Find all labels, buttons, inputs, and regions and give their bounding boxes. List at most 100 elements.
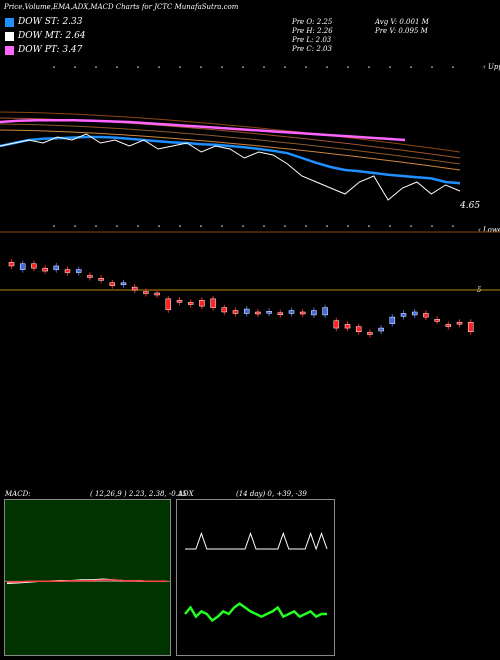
legend-dow-st: DOW ST: 2.33 <box>5 17 83 27</box>
stat-avg-volume: Avg V: 0.001 M <box>375 18 429 26</box>
candle-body <box>143 291 149 294</box>
candle-body <box>199 300 205 307</box>
legend-swatch-mt <box>5 31 14 41</box>
trend-band-3 <box>0 123 461 165</box>
marker-bottom: ˄ <box>52 225 56 233</box>
marker-top: ˄ <box>115 66 119 74</box>
candle-body <box>98 278 104 281</box>
stat-prev-volume: Pre V: 0.095 M <box>375 27 428 35</box>
candle-body <box>277 312 284 315</box>
marker-top: ˄ <box>178 66 182 74</box>
candle-body <box>53 265 60 270</box>
macd-panel <box>4 499 171 656</box>
legend-swatch-pt <box>5 45 14 55</box>
macd-chart <box>5 578 170 585</box>
candle-body <box>42 267 48 272</box>
marker-bottom: ˄ <box>283 225 287 233</box>
candle-body <box>221 307 228 313</box>
candle-body <box>434 319 440 322</box>
legend-label-pt: DOW PT: 3.47 <box>18 45 83 55</box>
marker-bottom: ˄ <box>178 225 182 233</box>
adx-line <box>185 531 328 551</box>
marker-top: ˄ <box>451 66 455 74</box>
candle-body <box>311 310 317 316</box>
lower-band-tag: ‹ Lower <box>478 226 500 234</box>
marker-top: ˄ <box>409 66 413 74</box>
marker-top: ˄ <box>430 66 434 74</box>
adx-params: (14 day) 0, +39, -39 <box>236 490 307 498</box>
marker-top: ˄ <box>136 66 140 74</box>
candle-body <box>109 282 116 286</box>
series-line-dow-pt <box>0 118 406 142</box>
adx-chart <box>184 531 328 623</box>
candle-body <box>75 269 82 273</box>
marker-bottom: ˄ <box>220 225 224 233</box>
candle-body <box>266 311 272 314</box>
candle-body <box>344 324 351 329</box>
marker-top: ˄ <box>52 66 56 74</box>
marker-top: ˄ <box>388 66 392 74</box>
candle-body <box>210 298 216 308</box>
trend-band-4 <box>0 129 461 171</box>
marker-bottom: ˄ <box>73 225 77 233</box>
candle-body <box>299 311 306 315</box>
candle-body <box>187 302 194 305</box>
marker-top: ˄ <box>304 66 308 74</box>
marker-bottom: ˄ <box>388 225 392 233</box>
marker-top: ˄ <box>325 66 329 74</box>
macd-params: ( 12,26,9 ) 2.23, 2.38, -0.15 <box>90 490 187 498</box>
upper-band-tag: ‹ Upper <box>483 63 500 71</box>
marker-top: ˄ <box>262 66 266 74</box>
stat-prev-low: Pre L: 2.03 <box>292 36 332 44</box>
macd-signal-line <box>7 579 167 583</box>
marker-top: ˄ <box>73 66 77 74</box>
marker-bottom: ˄ <box>241 225 245 233</box>
legend-dow-pt: DOW PT: 3.47 <box>5 45 82 55</box>
adx-label: ADX <box>178 490 194 498</box>
adx-plus-di-line <box>184 602 327 623</box>
candle-body <box>176 300 183 303</box>
adx-panel <box>176 499 335 656</box>
series-line-dow-st <box>0 135 461 185</box>
legend-dow-mt: DOW MT: 2.64 <box>5 31 86 41</box>
candle-body <box>445 324 452 327</box>
candle-body <box>8 262 15 267</box>
stat-prev-close: Pre C: 2.03 <box>292 45 332 53</box>
marker-bottom: ˄ <box>451 225 455 233</box>
legend-label-st: DOW ST: 2.33 <box>18 17 83 27</box>
marker-bottom: ˄ <box>115 225 119 233</box>
stat-prev-high: Pre H: 2.26 <box>292 27 333 35</box>
marker-top: ˄ <box>220 66 224 74</box>
marker-bottom: ˄ <box>430 225 434 233</box>
candle-body <box>120 282 127 286</box>
marker-top: ˄ <box>283 66 287 74</box>
marker-bottom: ˄ <box>94 225 98 233</box>
candle-body <box>64 269 71 273</box>
chart-title: Price,Volume,EMA,ADX,MACD Charts for JCT… <box>4 3 239 11</box>
marker-top: ˄ <box>241 66 245 74</box>
marker-bottom: ˄ <box>367 225 371 233</box>
candle-body <box>19 263 26 270</box>
legend-swatch-st <box>5 17 14 27</box>
candle-body <box>389 316 396 324</box>
candle-body <box>31 263 37 269</box>
marker-bottom: ˄ <box>409 225 413 233</box>
candle-body <box>243 308 250 314</box>
candle-body <box>154 292 160 296</box>
candle-body <box>333 320 340 329</box>
marker-top: ˄ <box>367 66 371 74</box>
candle-body <box>255 311 261 315</box>
candle-body <box>131 286 138 291</box>
candle-body <box>411 311 418 316</box>
candle-body <box>456 321 463 325</box>
candle-body <box>165 298 172 311</box>
candle-body <box>355 326 362 332</box>
marker-bottom: ˄ <box>325 225 329 233</box>
marker-bottom: ˄ <box>262 225 266 233</box>
series-line-dow-mt <box>0 133 461 201</box>
marker-bottom: ˄ <box>346 225 350 233</box>
last-price-label: 4.65 <box>460 201 481 211</box>
marker-top: ˄ <box>94 66 98 74</box>
stat-prev-open: Pre O: 2.25 <box>292 18 333 26</box>
